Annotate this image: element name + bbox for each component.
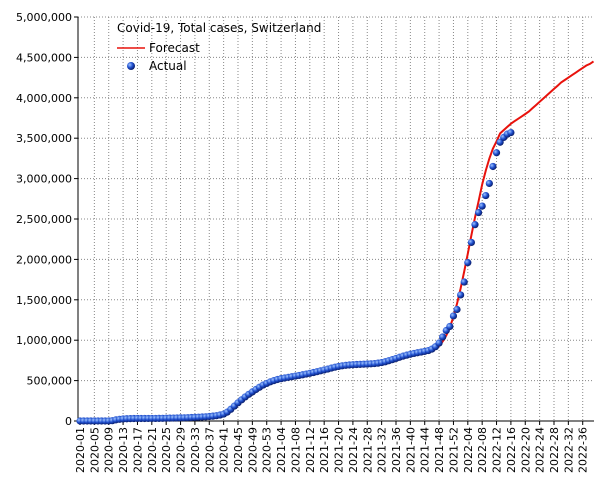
- x-tick-label: 2020-49: [246, 427, 259, 473]
- legend-label: Forecast: [149, 41, 200, 55]
- actual-point: [467, 238, 475, 247]
- x-tick-label: 2022-04: [462, 427, 475, 473]
- x-tick-label: 2021-32: [376, 427, 389, 473]
- x-tick-label: 2022-16: [505, 427, 518, 473]
- x-tick-label: 2022-36: [577, 427, 590, 473]
- x-tick-label: 2020-41: [218, 427, 231, 473]
- y-tick-label: 2,500,000: [16, 213, 72, 226]
- y-tick-label: 0: [65, 415, 72, 428]
- actual-point: [478, 202, 486, 210]
- y-tick-label: 5,000,000: [16, 11, 72, 24]
- x-tick-label: 2021-48: [433, 427, 446, 473]
- actual-point: [485, 179, 493, 188]
- x-tick-label: 2020-01: [74, 427, 87, 473]
- x-tick-label: 2020-05: [88, 427, 101, 473]
- x-tick-label: 2020-33: [189, 427, 202, 473]
- actual-point: [474, 208, 483, 217]
- actual-point: [489, 162, 497, 171]
- y-tick-label: 1,000,000: [16, 334, 72, 347]
- x-tick-label: 2021-20: [333, 427, 346, 473]
- x-tick-label: 2021-28: [361, 427, 374, 473]
- y-tick-label: 3,000,000: [16, 173, 72, 186]
- x-tick-label: 2021-40: [404, 427, 417, 473]
- x-tick-label: 2020-09: [103, 427, 116, 473]
- x-tick-label: 2020-37: [203, 427, 216, 473]
- y-tick-label: 3,500,000: [16, 132, 72, 145]
- y-tick-label: 1,500,000: [16, 294, 72, 307]
- x-tick-label: 2021-24: [347, 427, 360, 473]
- actual-point: [492, 149, 501, 157]
- x-tick-label: 2020-25: [160, 427, 173, 473]
- legend-swatch: [127, 62, 135, 70]
- x-tick-label: 2021-52: [447, 427, 460, 473]
- x-tick-label: 2022-28: [548, 427, 561, 473]
- x-tick-label: 2020-45: [232, 427, 245, 473]
- actual-point: [446, 322, 454, 331]
- y-tick-label: 4,500,000: [16, 51, 72, 64]
- x-tick-label: 2020-13: [117, 427, 130, 473]
- x-tick-label: 2020-29: [175, 427, 188, 473]
- x-tick-label: 2022-32: [562, 427, 575, 473]
- x-tick-label: 2020-17: [131, 427, 144, 473]
- x-tick-label: 2021-16: [318, 427, 331, 473]
- x-tick-label: 2022-20: [519, 427, 532, 473]
- legend-label: Actual: [149, 59, 187, 73]
- x-tick-label: 2021-44: [419, 427, 432, 473]
- actual-point: [464, 259, 472, 267]
- actual-point: [460, 278, 468, 286]
- actual-point: [439, 333, 447, 341]
- x-tick-label: 2021-04: [275, 427, 288, 473]
- y-tick-label: 500,000: [27, 375, 73, 388]
- x-tick-label: 2021-36: [390, 427, 403, 473]
- y-tick-label: 4,000,000: [16, 92, 72, 105]
- x-tick-label: 2022-24: [534, 427, 547, 473]
- x-tick-label: 2020-53: [261, 427, 274, 473]
- x-tick-label: 2021-12: [304, 427, 317, 473]
- actual-point: [457, 291, 465, 299]
- y-tick-label: 2,000,000: [16, 253, 72, 266]
- x-tick-label: 2022-12: [491, 427, 504, 473]
- actual-point: [449, 312, 458, 320]
- actual-point: [435, 339, 443, 347]
- x-tick-label: 2021-08: [289, 427, 302, 473]
- actual-point: [482, 191, 490, 200]
- x-tick-label: 2020-21: [146, 427, 159, 473]
- actual-point: [471, 221, 479, 229]
- chart-title: Covid-19, Total cases, Switzerland: [117, 21, 321, 35]
- x-tick-label: 2022-08: [476, 427, 489, 473]
- actual-point: [453, 305, 461, 314]
- actual-point: [507, 128, 515, 137]
